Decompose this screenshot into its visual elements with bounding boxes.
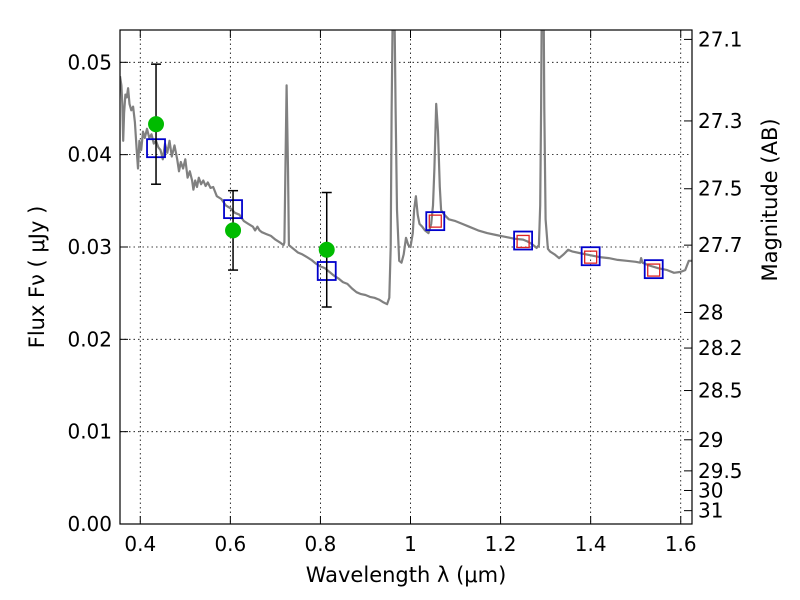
right-tick-label: 27.3 [698,109,743,133]
right-tick-label: 30 [698,478,723,502]
plot-frame [119,29,693,525]
right-tick-label: 28 [698,300,723,324]
x-tick-label: 1.2 [485,532,517,556]
right-tick-label: 29.5 [698,459,743,483]
y-tick-label: 0.04 [67,143,112,167]
model-band-square [513,230,534,251]
right-tick-label: 29 [698,428,723,452]
right-tick-label: 27.7 [698,233,743,257]
y-tick-label: 0.02 [67,327,112,351]
x-tick-label: 1.6 [665,532,697,556]
right-axis-label: Magnitude (AB) [758,118,782,281]
nir-data-square [647,263,661,277]
plot-area [120,30,692,308]
nir-data-square [584,250,598,264]
x-axis-label: Wavelength λ (μm) [306,563,507,587]
y-tick-label: 0.01 [67,420,112,444]
right-tick-label: 28.5 [698,379,743,403]
y-tick-label: 0.00 [67,512,112,536]
observed-point [148,116,165,133]
x-tick-label: 0.8 [305,532,337,556]
right-tick-label: 27.1 [698,27,743,51]
x-tick-label: 0.4 [124,532,156,556]
axis-ticks: 0.4 0.6 0.8 1 1.2 1.4 1.6 0.00 0.01 0.02 0.03 0.04 0… [67,27,742,556]
right-tick-label: 31 [698,499,723,523]
y-tick-label: 0.03 [67,235,112,259]
x-tick-label: 1.4 [575,532,607,556]
observed-point [225,222,242,239]
model-band-square [580,246,601,267]
nir-data-square [516,234,530,249]
y-axis-label: Flux Fν ( μJy ) [25,206,49,349]
observed-point [318,241,335,258]
right-tick-label: 28.2 [698,336,743,360]
model-band-square [643,259,664,280]
model-sed-line [120,30,692,306]
model-band-square [425,211,446,232]
y-tick-label: 0.05 [67,50,112,74]
nir-data-square [428,214,442,228]
x-tick-label: 1 [404,532,417,556]
right-tick-label: 27.5 [698,177,743,201]
x-tick-label: 0.6 [214,532,246,556]
